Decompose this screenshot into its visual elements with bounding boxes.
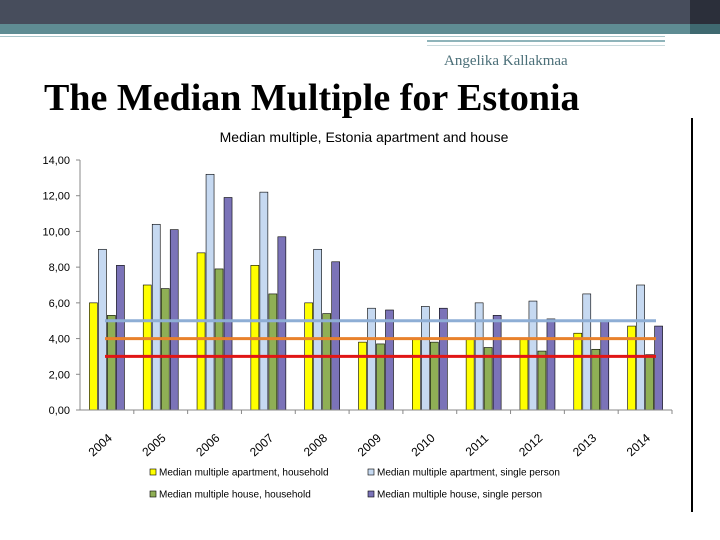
- bar-2010-s1: [412, 338, 421, 411]
- x-tick-label: 2009: [355, 431, 384, 459]
- y-tick-label: 8,00: [49, 262, 70, 274]
- x-tick-label: 2014: [624, 431, 653, 459]
- legend-label: Median multiple house, household: [159, 490, 311, 501]
- y-tick-label: 6,00: [49, 298, 70, 310]
- bar-2005-s3: [160, 288, 170, 411]
- divider-line: [427, 40, 665, 42]
- y-tick-label: 2,00: [49, 369, 70, 381]
- legend-swatch: [367, 490, 375, 498]
- chart-title: Median multiple, Estonia apartment and h…: [220, 129, 509, 145]
- top-bar-accent: [690, 0, 720, 24]
- bar-2006-s1: [196, 252, 206, 411]
- x-tick-label: 2006: [193, 431, 222, 459]
- bar-2011-s4: [492, 315, 502, 411]
- bar-2013-s4: [600, 320, 610, 411]
- bar-2013-s2: [582, 293, 592, 411]
- legend-swatch: [149, 490, 157, 498]
- x-tick-label: 2013: [570, 431, 599, 459]
- x-tick-label: 2011: [463, 431, 492, 459]
- teal-band-accent: [690, 24, 720, 34]
- bar-2009-s2: [367, 307, 376, 411]
- bar-2004-s3: [107, 315, 116, 411]
- bar-2009-s4: [385, 309, 394, 411]
- y-tick-label: 12,00: [42, 191, 70, 203]
- legend-swatch: [367, 468, 375, 476]
- bar-2009-s1: [358, 341, 367, 411]
- top-bar: [0, 0, 720, 24]
- legend-label: Median multiple apartment, single person: [377, 468, 560, 479]
- bar-2012-s1: [519, 338, 529, 411]
- legend-label: Median multiple house, single person: [377, 490, 542, 501]
- bar-2007-s3: [268, 293, 278, 411]
- divider-line: [427, 45, 665, 46]
- bar-2012-s3: [537, 350, 547, 411]
- x-tick-label: 2005: [139, 431, 168, 459]
- bar-2013-s1: [573, 332, 583, 411]
- divider-line: [0, 36, 665, 37]
- x-tick-label: 2012: [516, 431, 545, 459]
- bar-2009-s3: [376, 343, 385, 411]
- y-tick-label: 0,00: [49, 405, 70, 417]
- bar-2005-s1: [142, 284, 152, 411]
- x-tick-label: 2010: [409, 431, 438, 459]
- bar-2004-s2: [98, 248, 107, 411]
- x-tick-label: 2007: [247, 431, 276, 459]
- bar-2004-s1: [89, 302, 98, 411]
- bar-2008-s2: [313, 248, 322, 411]
- bar-2011-s1: [465, 338, 475, 411]
- bar-2007-s2: [259, 191, 269, 411]
- bar-2006-s2: [205, 173, 215, 411]
- bar-2008-s3: [322, 313, 331, 411]
- bar-2014-s2: [636, 284, 645, 411]
- legend-label: Median multiple apartment, household: [159, 468, 329, 479]
- slide-title: The Median Multiple for Estonia: [44, 77, 580, 119]
- y-tick-label: 10,00: [42, 226, 70, 238]
- bar-2007-s4: [277, 236, 287, 411]
- bar-2006-s4: [223, 197, 233, 411]
- x-tick-label: 2008: [301, 431, 330, 459]
- y-tick-label: 4,00: [49, 334, 70, 346]
- bar-2013-s3: [591, 348, 601, 411]
- bar-2010-s4: [439, 307, 448, 411]
- x-tick-label: 2004: [86, 431, 115, 459]
- slide-vertical-divider: [691, 118, 693, 512]
- y-tick-label: 14,00: [42, 155, 70, 167]
- bar-2005-s2: [151, 223, 161, 411]
- teal-band: [0, 24, 720, 34]
- bar-2008-s4: [331, 261, 340, 411]
- legend-swatch: [149, 468, 157, 476]
- author-name: Angelika Kallakmaa: [444, 53, 568, 69]
- bar-2012-s4: [546, 318, 556, 411]
- bar-2010-s3: [430, 341, 439, 411]
- bar-2014-s3: [645, 354, 654, 411]
